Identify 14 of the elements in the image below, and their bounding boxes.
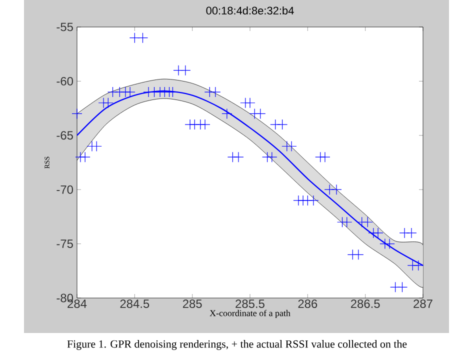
x-tick-label: 286 (298, 300, 318, 308)
y-tick-label: -65 (56, 131, 73, 140)
caption: Figure 1. GPR denoising renderings, + the actual RSSI value collected on the (67, 340, 407, 350)
y-tick-label: -70 (56, 185, 74, 194)
x-tick-label: 285 (182, 300, 202, 308)
chart-title: 00:18:4d:8e:32:b4 (206, 6, 294, 15)
x-tick-label: 286.5 (350, 300, 380, 308)
y-tick-label: -60 (56, 76, 74, 86)
y-tick-label: -55 (56, 22, 73, 32)
x-tick-label: 285.5 (236, 300, 264, 308)
x-tick-label: 287 (414, 300, 432, 308)
x-tick-label: 284.5 (120, 300, 150, 308)
x-axis-title: X-coordinate of a path (210, 310, 290, 318)
y-tick-label: -75 (56, 240, 73, 248)
